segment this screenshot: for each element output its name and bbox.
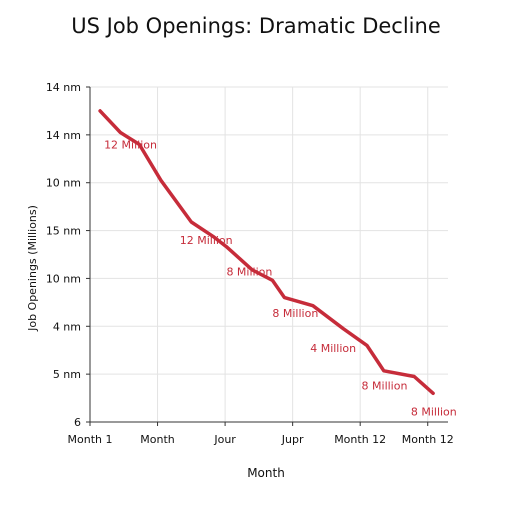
data-label: 12 Million xyxy=(180,234,233,247)
y-tick-label: 6 xyxy=(74,416,81,429)
series-line xyxy=(98,109,435,396)
data-label: 8 Million xyxy=(226,265,272,278)
y-tick-label: 15 nm xyxy=(46,225,81,238)
x-tick-label: Jour xyxy=(213,433,236,446)
x-axis-title: Month xyxy=(247,466,285,480)
series-layer xyxy=(98,109,435,396)
data-label: 12 Million xyxy=(104,138,157,151)
data-label: 4 Million xyxy=(310,342,356,355)
axes: 14 nm 14 nm 10 nm 15 nm 10 nm 4 nm 5 nm 6 Month … xyxy=(46,81,454,446)
data-label: 8 Million xyxy=(272,307,318,320)
data-label: 8 Million xyxy=(362,380,408,393)
y-tick-label: 14 nm xyxy=(46,129,81,142)
y-tick-label: 5 nm xyxy=(53,368,81,381)
y-tick-label: 10 nm xyxy=(46,177,81,190)
y-axis-title: Job Openings (Millions) xyxy=(26,205,39,332)
chart-title: US Job Openings: Dramatic Decline xyxy=(71,14,441,38)
y-tick-label: 4 nm xyxy=(53,320,81,333)
x-tick-label: Month 12 xyxy=(402,433,454,446)
x-tick-label: Jupr xyxy=(281,433,304,446)
y-tick-label: 14 nm xyxy=(46,81,81,94)
y-tick-label: 10 nm xyxy=(46,272,81,285)
data-label: 8 Million xyxy=(411,405,457,418)
x-tick-label: Month xyxy=(140,433,175,446)
x-tick-label: Month 12 xyxy=(334,433,386,446)
x-tick-label: Month 1 xyxy=(68,433,113,446)
